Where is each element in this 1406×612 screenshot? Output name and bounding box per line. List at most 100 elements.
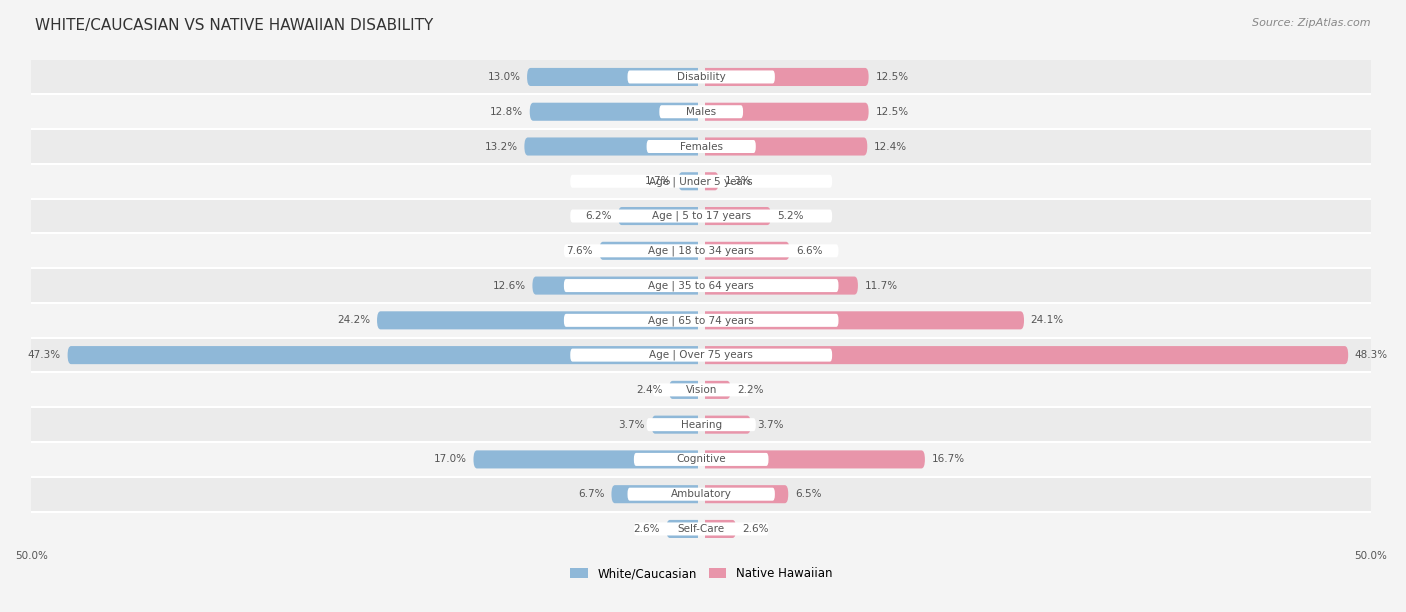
Text: 24.1%: 24.1% — [1031, 315, 1064, 326]
Bar — [702, 172, 704, 191]
FancyBboxPatch shape — [647, 418, 756, 431]
Bar — [697, 520, 702, 539]
Bar — [702, 102, 704, 121]
Bar — [31, 199, 1371, 233]
Text: WHITE/CAUCASIAN VS NATIVE HAWAIIAN DISABILITY: WHITE/CAUCASIAN VS NATIVE HAWAIIAN DISAB… — [35, 18, 433, 34]
Text: Cognitive: Cognitive — [676, 455, 725, 465]
FancyBboxPatch shape — [702, 242, 790, 260]
FancyBboxPatch shape — [702, 103, 869, 121]
FancyBboxPatch shape — [619, 207, 702, 225]
Bar — [702, 137, 704, 156]
Text: Age | 18 to 34 years: Age | 18 to 34 years — [648, 245, 754, 256]
Text: 12.5%: 12.5% — [876, 72, 908, 82]
Text: 1.3%: 1.3% — [725, 176, 752, 186]
Bar — [702, 450, 704, 469]
FancyBboxPatch shape — [530, 103, 702, 121]
FancyBboxPatch shape — [564, 279, 838, 292]
Bar — [702, 241, 704, 260]
Text: Hearing: Hearing — [681, 420, 721, 430]
Text: Disability: Disability — [676, 72, 725, 82]
FancyBboxPatch shape — [666, 520, 702, 538]
Bar — [697, 172, 702, 191]
Bar — [697, 416, 702, 434]
Text: 50.0%: 50.0% — [15, 551, 48, 561]
Bar — [31, 512, 1371, 547]
FancyBboxPatch shape — [612, 485, 702, 503]
Bar — [697, 241, 702, 260]
Bar — [31, 477, 1371, 512]
FancyBboxPatch shape — [702, 381, 731, 399]
Text: 5.2%: 5.2% — [778, 211, 804, 221]
FancyBboxPatch shape — [702, 450, 925, 468]
Bar — [31, 94, 1371, 129]
Text: 11.7%: 11.7% — [865, 280, 898, 291]
FancyBboxPatch shape — [627, 70, 775, 83]
FancyBboxPatch shape — [702, 416, 751, 434]
FancyBboxPatch shape — [533, 277, 702, 294]
FancyBboxPatch shape — [702, 346, 1348, 364]
Bar — [697, 381, 702, 399]
FancyBboxPatch shape — [702, 138, 868, 155]
Text: 13.0%: 13.0% — [488, 72, 520, 82]
Text: 2.6%: 2.6% — [633, 524, 659, 534]
FancyBboxPatch shape — [702, 68, 869, 86]
Text: Self-Care: Self-Care — [678, 524, 724, 534]
FancyBboxPatch shape — [669, 381, 702, 399]
FancyBboxPatch shape — [659, 105, 742, 118]
Bar — [697, 137, 702, 156]
Text: 47.3%: 47.3% — [28, 350, 60, 360]
Text: Age | Under 5 years: Age | Under 5 years — [650, 176, 754, 187]
Legend: White/Caucasian, Native Hawaiian: White/Caucasian, Native Hawaiian — [571, 567, 832, 580]
Text: 12.5%: 12.5% — [876, 106, 908, 117]
Bar — [31, 407, 1371, 442]
Bar — [697, 311, 702, 330]
FancyBboxPatch shape — [702, 277, 858, 294]
Bar — [702, 207, 704, 225]
Text: Age | 5 to 17 years: Age | 5 to 17 years — [651, 211, 751, 222]
FancyBboxPatch shape — [627, 488, 775, 501]
Bar — [31, 268, 1371, 303]
Bar — [702, 520, 704, 539]
FancyBboxPatch shape — [634, 453, 769, 466]
Text: Age | 65 to 74 years: Age | 65 to 74 years — [648, 315, 754, 326]
Bar — [31, 373, 1371, 407]
Text: Age | Over 75 years: Age | Over 75 years — [650, 350, 754, 360]
Text: 50.0%: 50.0% — [1354, 551, 1388, 561]
FancyBboxPatch shape — [647, 140, 756, 153]
FancyBboxPatch shape — [702, 312, 1024, 329]
Text: Ambulatory: Ambulatory — [671, 489, 731, 499]
FancyBboxPatch shape — [571, 349, 832, 362]
Text: 7.6%: 7.6% — [567, 246, 593, 256]
Bar — [697, 276, 702, 295]
Bar — [31, 129, 1371, 164]
FancyBboxPatch shape — [652, 383, 749, 397]
Text: 6.2%: 6.2% — [585, 211, 612, 221]
Text: 6.6%: 6.6% — [796, 246, 823, 256]
Text: 12.8%: 12.8% — [489, 106, 523, 117]
Text: 2.2%: 2.2% — [737, 385, 763, 395]
FancyBboxPatch shape — [571, 209, 832, 223]
FancyBboxPatch shape — [527, 68, 702, 86]
Text: 6.5%: 6.5% — [794, 489, 821, 499]
FancyBboxPatch shape — [524, 138, 702, 155]
FancyBboxPatch shape — [564, 314, 838, 327]
Bar — [697, 485, 702, 504]
Text: Source: ZipAtlas.com: Source: ZipAtlas.com — [1253, 18, 1371, 28]
Bar — [31, 164, 1371, 199]
Bar — [31, 303, 1371, 338]
FancyBboxPatch shape — [702, 520, 735, 538]
Text: 6.7%: 6.7% — [578, 489, 605, 499]
Text: 2.4%: 2.4% — [636, 385, 662, 395]
Text: 3.7%: 3.7% — [758, 420, 785, 430]
Text: Males: Males — [686, 106, 716, 117]
Bar — [697, 67, 702, 86]
Bar — [697, 450, 702, 469]
Bar — [702, 311, 704, 330]
Bar — [31, 233, 1371, 268]
Bar — [702, 346, 704, 365]
Text: Vision: Vision — [686, 385, 717, 395]
FancyBboxPatch shape — [377, 312, 702, 329]
Bar — [697, 207, 702, 225]
Bar — [702, 416, 704, 434]
Text: 48.3%: 48.3% — [1355, 350, 1388, 360]
